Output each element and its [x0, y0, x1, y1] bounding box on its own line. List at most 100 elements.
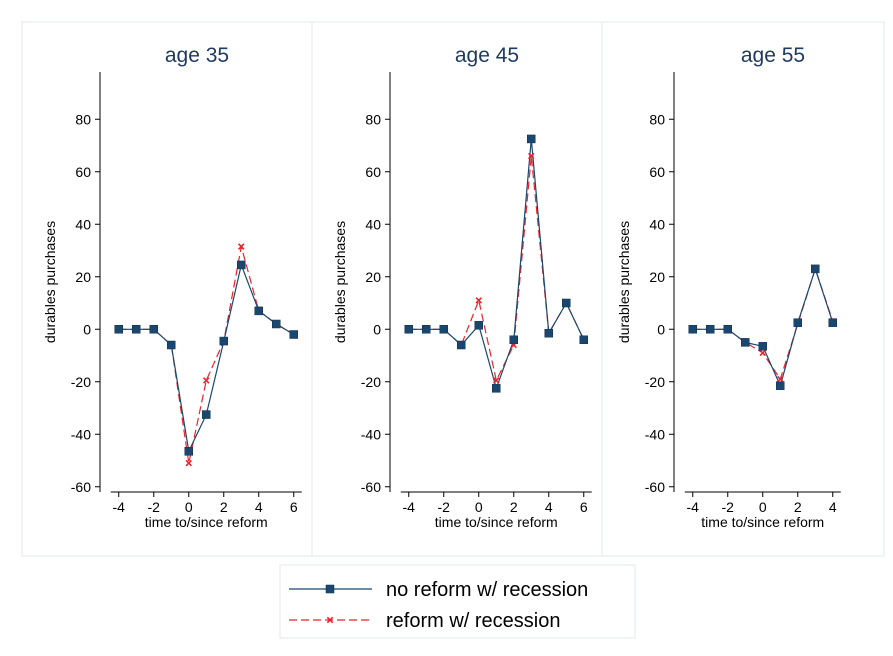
point-no-reform — [422, 325, 431, 334]
y-tick-label: -40 — [645, 426, 665, 442]
x-tick-label: 0 — [475, 499, 483, 515]
y-tick-label: 60 — [365, 164, 381, 180]
y-tick-label: 40 — [365, 216, 381, 232]
y-tick-label: 20 — [649, 269, 665, 285]
point-no-reform — [811, 264, 820, 274]
y-tick-label: 40 — [75, 216, 91, 232]
x-tick-label: 0 — [185, 499, 193, 515]
y-tick-label: 20 — [75, 269, 91, 285]
point-reform — [475, 297, 483, 304]
x-tick-label: 2 — [220, 499, 228, 515]
y-tick-label: -60 — [71, 479, 91, 495]
y-tick-label: -40 — [361, 426, 381, 442]
x-tick-label: 4 — [545, 499, 553, 515]
legend-marker-reform — [326, 616, 334, 624]
panel-title: age 35 — [165, 44, 229, 67]
point-no-reform — [474, 321, 483, 330]
x-axis-label: time to/since reform — [145, 514, 268, 530]
x-axis-label: time to/since reform — [701, 514, 824, 530]
point-no-reform — [237, 260, 246, 270]
y-axis-label: durables purchases — [332, 221, 348, 343]
panel-title: age 45 — [455, 44, 519, 67]
point-no-reform — [579, 335, 588, 344]
point-no-reform — [219, 336, 228, 346]
legend: no reform w/ recession reform w/ recessio… — [279, 564, 636, 639]
point-no-reform — [828, 318, 837, 327]
point-reform — [237, 243, 245, 250]
y-axis-label: durables purchases — [42, 221, 58, 343]
point-reform — [776, 375, 784, 383]
x-tick-label: -4 — [687, 499, 700, 515]
point-no-reform — [114, 325, 123, 334]
point-no-reform — [706, 325, 715, 334]
point-no-reform — [457, 340, 466, 350]
y-tick-label: -60 — [645, 479, 665, 495]
point-no-reform — [254, 306, 263, 316]
x-tick-label: 4 — [829, 499, 837, 515]
x-tick-label: 6 — [290, 499, 298, 515]
y-tick-label: 80 — [75, 111, 91, 127]
x-tick-label: 2 — [510, 499, 518, 515]
legend-label-reform: reform w/ recession — [386, 610, 561, 632]
y-tick-label: -20 — [361, 374, 381, 390]
point-no-reform — [184, 447, 193, 456]
legend-marker-no-reform — [325, 584, 335, 594]
x-tick-label: 6 — [580, 499, 588, 515]
legend-box — [279, 564, 636, 639]
y-tick-label: 60 — [75, 164, 91, 180]
panel-frame — [21, 21, 313, 557]
y-tick-label: 0 — [83, 321, 91, 337]
y-tick-label: 60 — [649, 164, 665, 180]
y-tick-label: -20 — [645, 374, 665, 390]
panel-title: age 55 — [741, 44, 805, 67]
point-reform — [492, 377, 500, 384]
y-tick-label: 80 — [365, 111, 381, 127]
x-tick-label: -4 — [403, 499, 416, 515]
point-reform — [185, 459, 193, 467]
point-no-reform — [272, 319, 281, 329]
panel-age-35: age 35 -60 -4 0 -20 0 20 40 60 80 durables purchas… — [21, 21, 313, 557]
point-no-reform — [758, 342, 767, 351]
point-no-reform — [404, 325, 413, 334]
point-no-reform — [776, 381, 785, 390]
y-tick-label: -60 — [361, 479, 381, 495]
x-tick-label: -2 — [148, 499, 161, 515]
x-tick-label: 4 — [255, 499, 263, 515]
point-no-reform — [509, 335, 518, 344]
x-tick-label: -2 — [722, 499, 735, 515]
point-no-reform — [202, 410, 211, 419]
x-axis-label: time to/since reform — [435, 514, 558, 530]
point-no-reform — [132, 325, 141, 334]
y-tick-label: 20 — [365, 269, 381, 285]
y-tick-label: 80 — [649, 111, 665, 127]
panel-frame — [311, 21, 603, 557]
y-tick-label: -20 — [71, 374, 91, 390]
point-no-reform — [149, 325, 158, 334]
point-no-reform — [289, 330, 298, 339]
point-no-reform — [688, 325, 697, 334]
y-tick-label: 0 — [373, 321, 381, 337]
point-no-reform — [544, 328, 553, 338]
point-no-reform — [562, 298, 571, 308]
point-no-reform — [741, 338, 750, 347]
x-tick-label: -4 — [113, 499, 126, 515]
point-reform — [202, 377, 210, 384]
point-no-reform — [723, 325, 732, 334]
point-no-reform — [793, 318, 802, 327]
point-no-reform — [492, 384, 501, 393]
y-tick-label: 0 — [657, 321, 665, 337]
point-reform — [759, 349, 767, 357]
y-axis-label: durables purchases — [616, 221, 632, 343]
x-tick-label: -2 — [438, 499, 451, 515]
panel-frame — [601, 21, 885, 557]
y-tick-label: 40 — [649, 216, 665, 232]
legend-label-no-reform: no reform w/ recession — [386, 579, 588, 601]
point-no-reform — [527, 134, 536, 144]
point-no-reform — [439, 325, 448, 334]
x-tick-label: 0 — [759, 499, 767, 515]
point-no-reform — [167, 340, 176, 350]
